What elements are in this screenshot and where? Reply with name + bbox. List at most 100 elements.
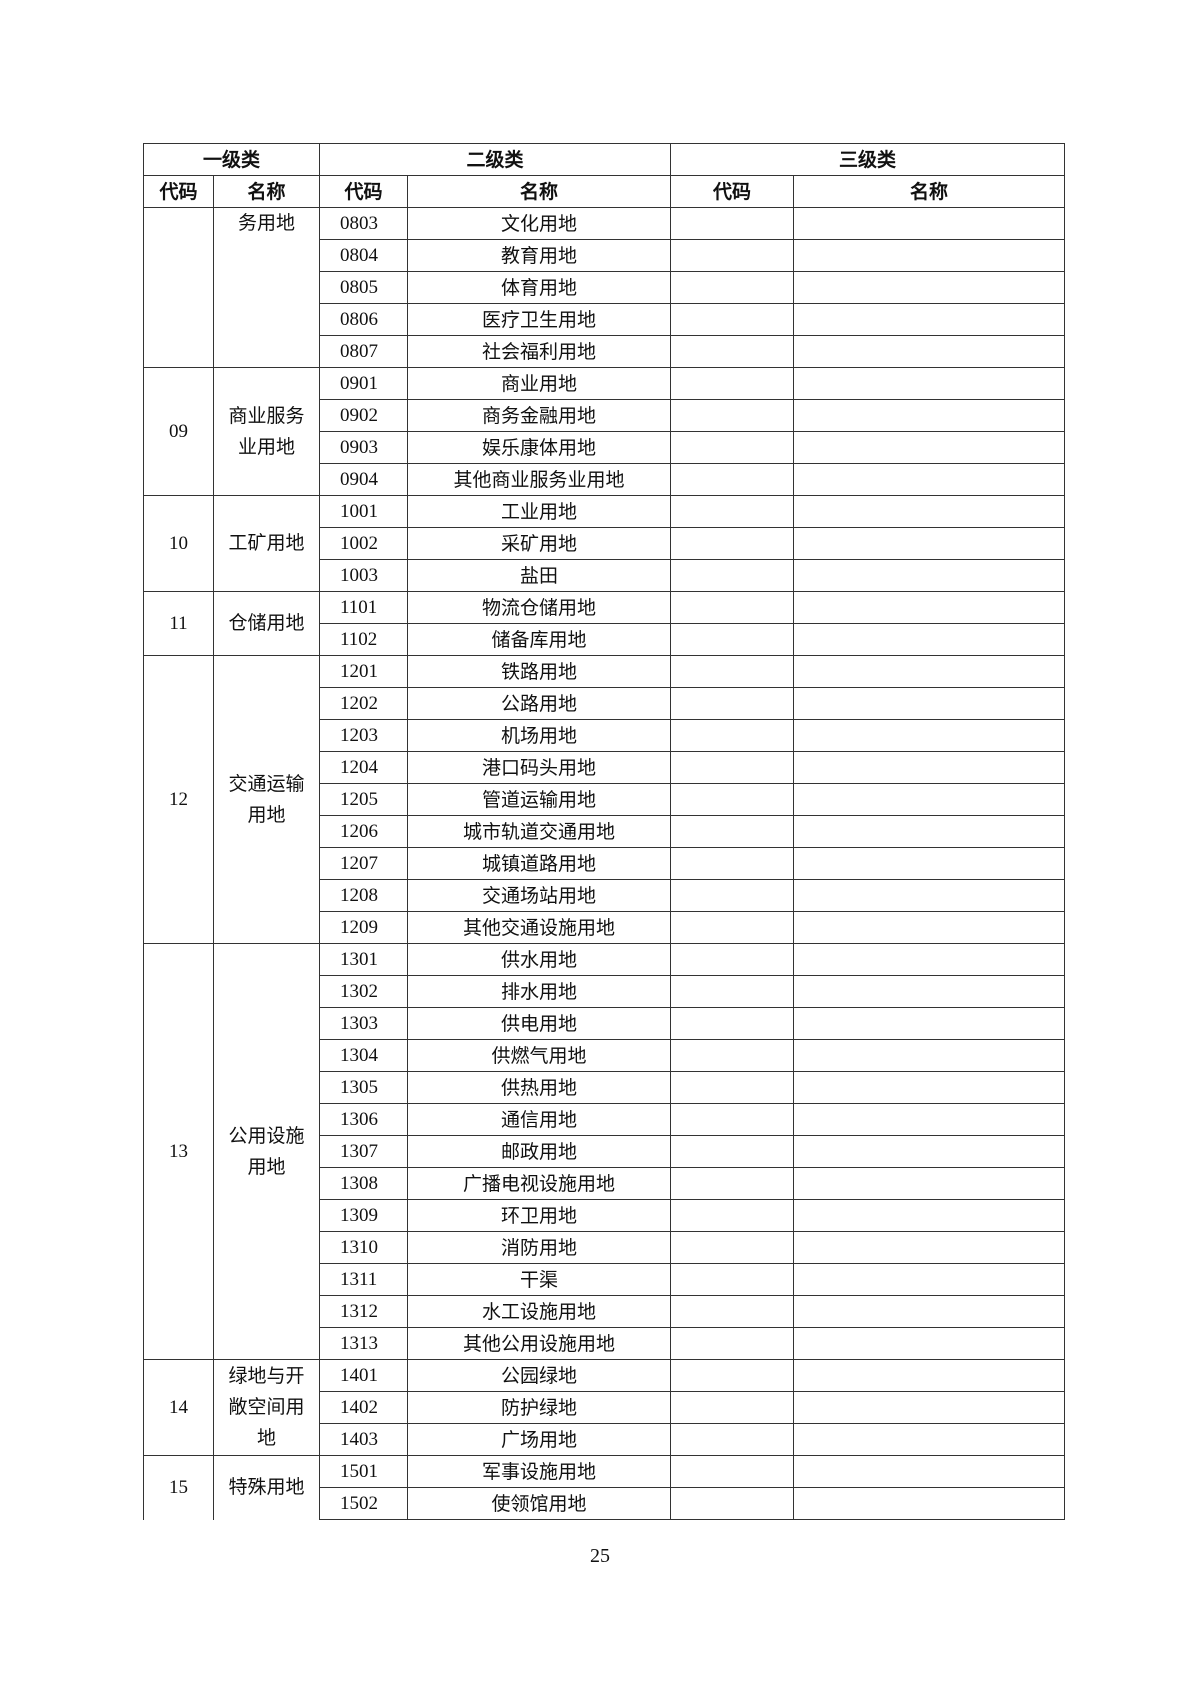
level2-code: 1203 — [319, 719, 409, 752]
level3-code — [670, 495, 795, 528]
level1-name: 仓储用地 — [212, 591, 321, 656]
header-level3: 三级类 — [670, 143, 1066, 176]
level3-name — [793, 911, 1066, 944]
level2-code: 1307 — [319, 1135, 409, 1168]
level3-name — [793, 239, 1066, 272]
table-row: 11 仓储用地 1101 物流仓储用地 — [143, 591, 1066, 656]
level3-code — [670, 975, 795, 1008]
level3-code — [670, 719, 795, 752]
level2-name: 盐田 — [407, 559, 672, 592]
level3-code — [670, 335, 795, 368]
header-l3-name: 名称 — [793, 175, 1066, 208]
level3-name — [793, 1199, 1066, 1232]
table-row: 0904 其他商业服务业用地 — [144, 463, 1066, 496]
table-row: 务用地 0803 文化用地 — [143, 207, 1066, 368]
level3-name — [793, 1007, 1066, 1040]
level3-name — [793, 1263, 1066, 1296]
level3-name — [793, 815, 1066, 848]
table-row: 12 交通运输 用地 1201 铁路用地 — [143, 655, 1066, 944]
level2-name: 公路用地 — [407, 687, 672, 720]
level3-code — [670, 271, 795, 304]
level3-code — [670, 1039, 795, 1072]
level3-code — [670, 591, 795, 624]
level3-name — [793, 463, 1066, 496]
header-row-levels: 一级类 二级类 三级类 — [142, 143, 1066, 176]
level2-code: 1201 — [319, 655, 409, 688]
land-use-classification-table: 一级类 二级类 三级类 代码 名称 代码 名称 代码 名称 务用地 0803 文化用… — [142, 143, 1066, 1520]
header-l3-code: 代码 — [670, 175, 795, 208]
level3-code — [670, 847, 795, 880]
level2-name: 供燃气用地 — [407, 1039, 672, 1072]
table-row: 1207 城镇道路用地 — [144, 847, 1066, 880]
level2-name: 娱乐康体用地 — [407, 431, 672, 464]
level2-code: 1309 — [319, 1199, 409, 1232]
level2-code: 1303 — [319, 1007, 409, 1040]
table-row: 1502 使领馆用地 — [144, 1487, 1066, 1520]
level3-name — [793, 1295, 1066, 1328]
level2-code: 0803 — [319, 207, 409, 240]
level2-name: 机场用地 — [407, 719, 672, 752]
level2-name: 文化用地 — [407, 207, 672, 240]
level1-name: 商业服务 业用地 — [212, 367, 321, 496]
level2-code: 1002 — [319, 527, 409, 560]
table-row: 1002 采矿用地 — [144, 527, 1066, 560]
level2-name: 医疗卫生用地 — [407, 303, 672, 336]
level3-code — [670, 1391, 795, 1424]
level2-code: 1304 — [319, 1039, 409, 1072]
table-body: 务用地 0803 文化用地 0804 教育用地 0805 体育用地 0806 医疗卫生用地 080… — [143, 207, 1066, 1520]
table-row: 0804 教育用地 — [144, 239, 1066, 272]
level3-code — [670, 1359, 795, 1392]
level2-code: 1101 — [319, 591, 409, 624]
level2-name: 交通场站用地 — [407, 879, 672, 912]
level3-name — [793, 975, 1066, 1008]
level1-code: 10 — [143, 495, 214, 592]
level2-code: 0901 — [319, 367, 409, 400]
level1-name: 交通运输 用地 — [212, 655, 321, 944]
level3-code — [670, 815, 795, 848]
level3-code — [670, 1455, 795, 1488]
level2-name: 供水用地 — [407, 943, 672, 976]
level3-code — [670, 431, 795, 464]
level2-name: 供热用地 — [407, 1071, 672, 1104]
level3-code — [670, 207, 795, 240]
table-row: 15 特殊用地 1501 军事设施用地 — [143, 1455, 1066, 1520]
table-row: 1003 盐田 — [144, 559, 1066, 592]
level2-code: 0806 — [319, 303, 409, 336]
level2-code: 0902 — [319, 399, 409, 432]
header-row-fields: 代码 名称 代码 名称 代码 名称 — [143, 175, 1066, 208]
level3-code — [670, 623, 795, 656]
level2-code: 0903 — [319, 431, 409, 464]
level3-name — [793, 943, 1066, 976]
level2-name: 城市轨道交通用地 — [407, 815, 672, 848]
level2-name: 储备库用地 — [407, 623, 672, 656]
table-row: 1209 其他交通设施用地 — [144, 911, 1066, 944]
level2-name: 通信用地 — [407, 1103, 672, 1136]
level3-name — [793, 1071, 1066, 1104]
level3-name — [793, 431, 1066, 464]
level2-code: 1401 — [319, 1359, 409, 1392]
level2-code: 1305 — [319, 1071, 409, 1104]
level2-code: 1306 — [319, 1103, 409, 1136]
level3-code — [670, 1231, 795, 1264]
page-number: 25 — [590, 1545, 610, 1567]
table-row: 1305 供热用地 — [144, 1071, 1066, 1104]
level2-code: 1102 — [319, 623, 409, 656]
level3-name — [793, 335, 1066, 368]
level2-name: 防护绿地 — [407, 1391, 672, 1424]
table-row: 14 绿地与开 敞空间用地 1401 公园绿地 — [143, 1359, 1066, 1456]
level3-name — [793, 1039, 1066, 1072]
level3-code — [670, 527, 795, 560]
level3-code — [670, 463, 795, 496]
level3-code — [670, 1135, 795, 1168]
table-row: 0807 社会福利用地 — [144, 335, 1066, 368]
level1-name: 务用地 — [212, 207, 321, 368]
level2-code: 1308 — [319, 1167, 409, 1200]
level2-code: 1302 — [319, 975, 409, 1008]
level3-code — [670, 303, 795, 336]
level3-name — [793, 495, 1066, 528]
level3-name — [793, 687, 1066, 720]
level2-name: 铁路用地 — [407, 655, 672, 688]
level2-code: 1502 — [319, 1487, 409, 1520]
table-row: 0903 娱乐康体用地 — [144, 431, 1066, 464]
table-row: 1313 其他公用设施用地 — [144, 1327, 1066, 1360]
